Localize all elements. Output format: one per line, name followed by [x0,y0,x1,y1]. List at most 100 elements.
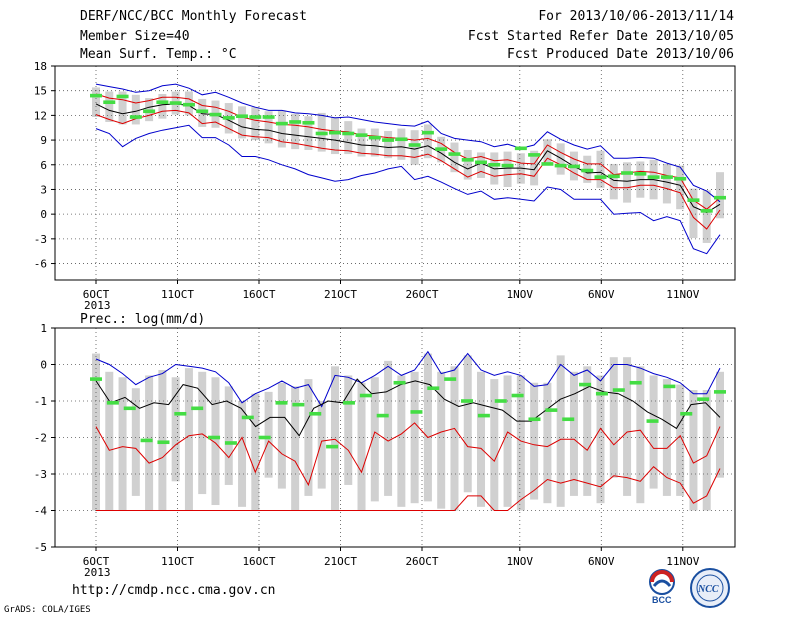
temp-spread-box [118,91,127,125]
prec-year-label: 2013 [84,566,111,579]
prec-spread-box [569,371,578,496]
temp-blue-upper-line [95,83,721,203]
prec-spread-box [636,366,645,504]
prec-xtick-label: 1NOV [507,555,534,568]
temp-ytick-label: 6 [40,159,47,172]
temp-observed-mark [116,94,129,99]
temp-observed-mark [342,131,355,136]
prec-observed-mark [326,444,339,449]
prec-mean-line [95,378,721,437]
prec-observed-mark [275,401,288,405]
prec-spread-box [716,371,724,478]
temp-observed-mark [90,93,102,98]
prec-observed-mark [106,401,119,405]
temp-observed-mark [103,100,116,105]
temp-observed-mark [262,115,275,119]
prec-observed-mark [191,406,204,411]
source-url[interactable]: http://cmdp.ncc.cma.gov.cn [72,583,276,598]
bcc-logo-text: BCC [652,595,672,605]
prec-observed-mark [680,411,693,416]
temp-observed-mark [222,116,235,120]
temp-spread-box [623,162,632,203]
temp-observed-mark [660,175,673,179]
prec-observed-mark [376,413,389,418]
prec-red-lower-line [96,466,721,511]
prec-spread-box [397,375,406,507]
prec-spread-box [251,393,260,511]
temp-spread-box [689,188,698,239]
temp-observed-mark [169,101,182,105]
prec-spread-box [158,369,167,511]
prec-spread-box [317,401,326,489]
prec-observed-mark [579,382,592,387]
prec-spread-box [105,371,114,511]
temp-observed-mark [395,137,408,142]
temp-ytick-label: -3 [34,233,47,246]
temp-observed-mark [156,100,169,105]
temp-xtick-label: 1NOV [507,288,534,301]
prec-observed-mark [646,419,659,423]
temp-observed-mark [714,195,726,200]
temp-observed-mark [408,143,421,147]
temp-spread-box [397,128,406,160]
prec-spread-box [503,375,512,507]
prec-observed-mark [697,397,710,401]
temp-spread-box [344,121,353,155]
prec-spread-box [530,382,539,500]
temp-spread-box [676,165,685,210]
refer-date: Fcst Started Refer Date 2013/10/05 [467,29,734,44]
prec-spread-box [264,391,273,478]
temp-spread-box [556,143,565,175]
bcc-logo: BCC [649,569,675,605]
prec-observed-mark [410,410,423,414]
temp-spread-box [384,131,393,159]
variable-label: Mean Surf. Temp.: °C [80,47,237,62]
temp-observed-mark [607,174,620,179]
temp-observed-mark [315,131,328,136]
temp-observed-mark [488,162,501,167]
temp-spread-box [105,91,114,122]
prec-ytick-label: -1 [34,395,47,408]
prec-observed-mark [292,402,305,407]
prec-observed-mark [461,399,474,403]
prec-xtick-label: 16OCT [242,555,275,568]
temp-observed-mark [129,115,142,119]
prec-observed-mark [140,438,153,443]
prec-observed-mark [309,411,322,416]
prec-ytick-label: 1 [40,322,47,335]
temp-spread-box [251,107,260,141]
temp-observed-mark [541,162,554,166]
temp-observed-mark [368,135,381,140]
temp-observed-mark [421,130,434,135]
temp-observed-mark [554,163,567,168]
prec-spread-box [689,390,698,511]
forecast-period: For 2013/10/06-2013/11/14 [538,9,734,24]
ncc-logo: NCC [690,568,730,608]
prec-spread-box [184,368,193,511]
temp-spread-box [450,142,459,173]
temp-observed-mark [621,171,634,175]
temp-spread-box [370,128,379,157]
temp-plot-frame [54,65,736,281]
prec-observed-mark [595,391,608,396]
temp-observed-mark [581,168,594,173]
prec-xtick-label: 11NOV [666,555,699,568]
prec-spread-box [171,377,180,482]
prec-red-upper-line [95,422,721,487]
prec-observed-mark [258,435,271,440]
prec-observed-mark [241,415,254,420]
temp-xtick-label: 16OCT [242,288,275,301]
prec-observed-mark [359,393,372,398]
temp-observed-mark [501,163,514,168]
temp-spread-box [264,111,273,144]
prec-spread-box [277,382,286,489]
prec-spread-box [490,379,499,511]
temp-xtick-label: 26OCT [405,288,438,301]
prec-spread-box [384,360,393,496]
temp-observed-mark [567,164,580,169]
temp-observed-mark [674,176,687,181]
prec-observed-mark [714,390,726,394]
temp-observed-mark [461,158,474,162]
temp-observed-mark [355,133,368,137]
temp-observed-mark [514,146,527,151]
